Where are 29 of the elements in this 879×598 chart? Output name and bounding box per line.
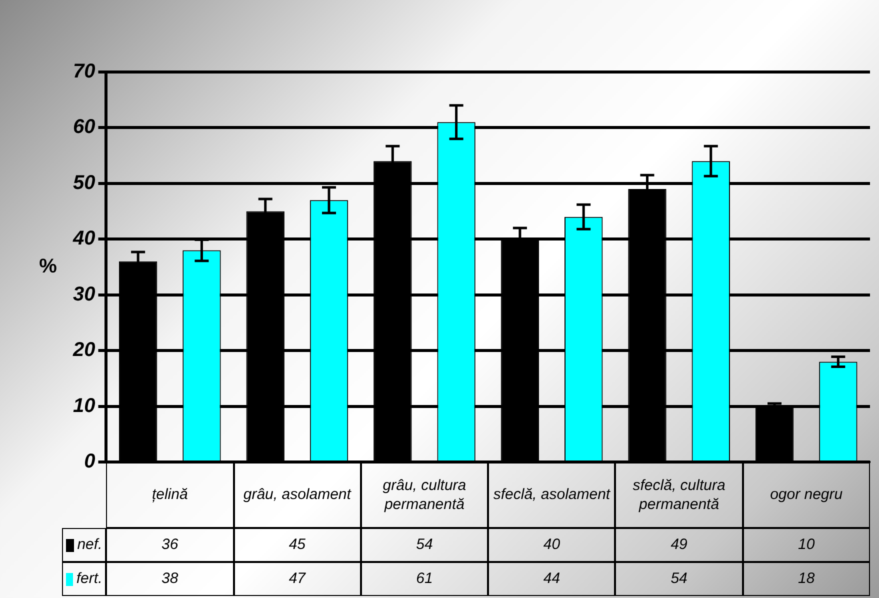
x-tick-label: sfeclă, cultura permanentă: [615, 462, 743, 528]
data-label: 47: [234, 562, 361, 596]
x-tick-label: ogor negru: [742, 462, 870, 528]
data-label: 54: [360, 528, 488, 562]
legend-label: nef.: [77, 535, 102, 555]
data-label: 38: [106, 562, 234, 596]
y-tick-label: 70: [72, 60, 96, 83]
y-axis-title: %: [39, 256, 58, 278]
x-tick-label: sfeclă, asolament: [488, 462, 616, 528]
data-label: 18: [742, 562, 870, 596]
data-label: 10: [742, 528, 870, 562]
data-label: 40: [488, 528, 616, 562]
y-tick-label: 30: [72, 283, 96, 306]
y-tick-label: 0: [84, 450, 96, 473]
data-label: 54: [615, 562, 743, 596]
y-tick-label: 10: [72, 394, 96, 417]
x-tick-label: grâu, asolament: [234, 462, 361, 528]
y-tick-label: 40: [72, 228, 96, 250]
data-label: 36: [106, 528, 234, 562]
data-label: 49: [615, 528, 743, 562]
y-tick-label: 60: [72, 116, 96, 138]
data-label: 44: [488, 562, 616, 596]
y-tick-label: 50: [72, 172, 96, 194]
x-tick-label: grâu, cultura permanentă: [360, 462, 488, 528]
legend-label: fert.: [76, 569, 102, 589]
data-label: 61: [360, 562, 488, 596]
x-tick-label: țelină: [106, 462, 234, 528]
data-label: 45: [234, 528, 361, 562]
y-tick-label: 20: [72, 339, 96, 362]
